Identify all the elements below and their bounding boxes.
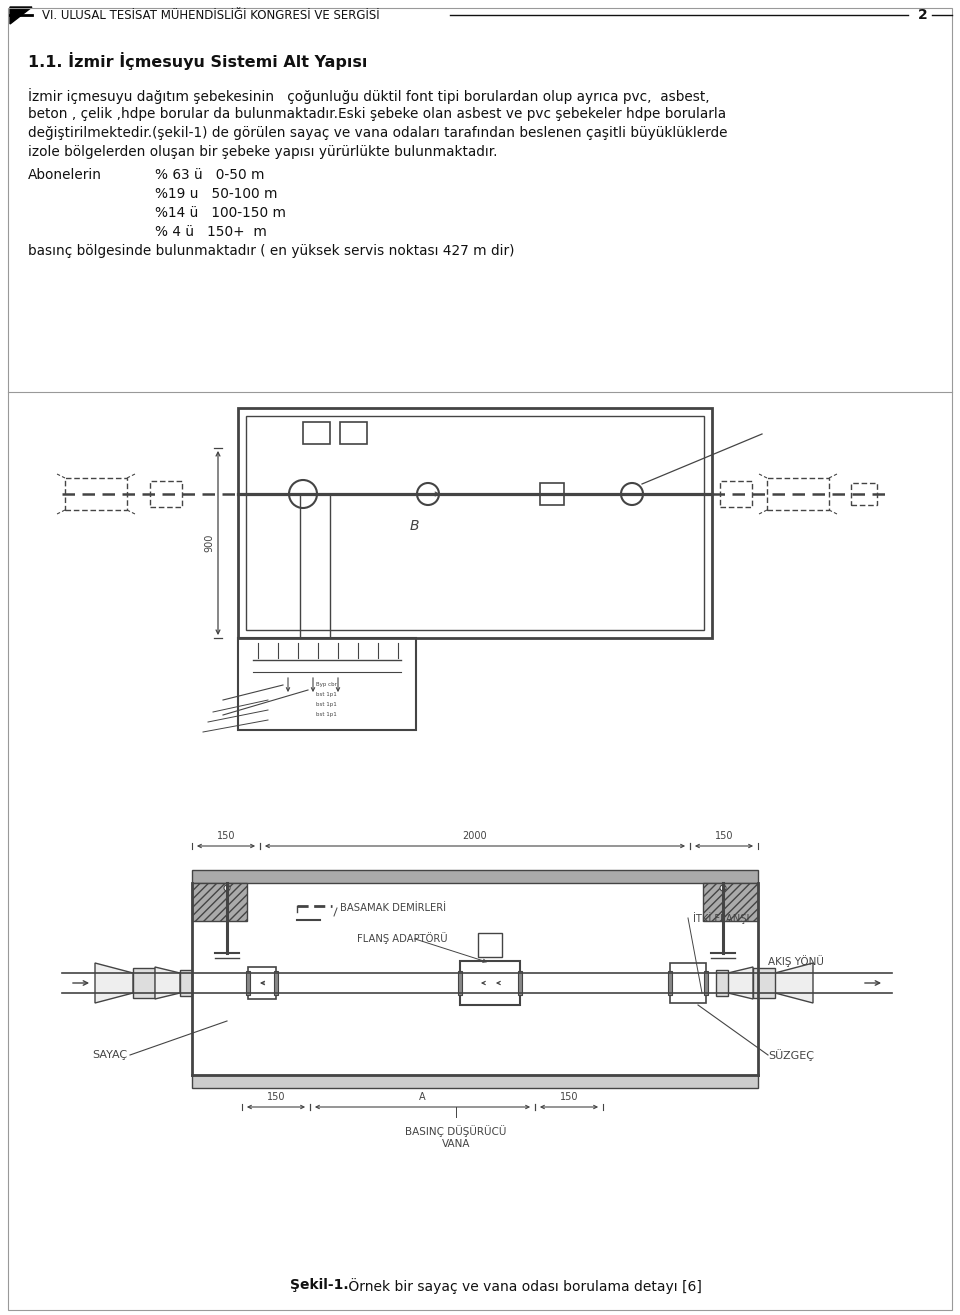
Bar [246,970,250,995]
Bar [518,970,522,995]
Text: SÜZGEÇ: SÜZGEÇ [768,1049,814,1061]
Text: % 4 ü   150+  m: % 4 ü 150+ m [155,225,267,239]
Circle shape [224,885,230,892]
Bar [150,481,182,508]
Text: 900: 900 [204,534,214,552]
Text: Byp cbr: Byp cbr [316,682,336,686]
Text: İzmir içmesuyu dağıtım şebekesinin   çoğunluğu düktil font tipi borulardan olup : İzmir içmesuyu dağıtım şebekesinin çoğun… [28,88,709,104]
Bar [851,483,877,505]
Bar [478,934,502,957]
Bar [460,961,520,1005]
Bar [704,970,708,995]
Polygon shape [155,967,180,999]
Text: 150: 150 [715,831,733,842]
Polygon shape [10,7,32,24]
Text: % 63 ü   0-50 m: % 63 ü 0-50 m [155,168,265,181]
Polygon shape [728,967,753,999]
Bar [303,422,330,444]
Polygon shape [95,963,133,1003]
Text: beton , çelik ,hdpe borular da bulunmaktadır.Eski şebeke olan asbest ve pvc şebe: beton , çelik ,hdpe borular da bulunmakt… [28,107,726,121]
Text: SAYAÇ: SAYAÇ [92,1049,127,1060]
Bar [274,970,278,995]
Text: AKIŞ YÖNÜ: AKIŞ YÖNÜ [768,955,824,967]
Bar [340,422,367,444]
Text: VI. ULUSAL TESİSAT MÜHENDİSLİĞİ KONGRESİ VE SERGİSİ: VI. ULUSAL TESİSAT MÜHENDİSLİĞİ KONGRESİ… [42,8,379,21]
Text: Şekil-1.: Şekil-1. [290,1278,348,1293]
Bar [248,967,276,999]
Bar [668,970,672,995]
Text: bst 1p1: bst 1p1 [316,711,336,717]
Text: Abonelerin: Abonelerin [28,168,102,181]
Text: değiştirilmektedir.(şekil-1) de görülen sayaç ve vana odaları tarafından beslene: değiştirilmektedir.(şekil-1) de görülen … [28,126,728,139]
Text: 150: 150 [560,1091,578,1102]
Bar [192,882,247,920]
Circle shape [720,885,726,892]
Bar [670,963,706,1003]
Bar [753,968,775,998]
Text: bst 1p1: bst 1p1 [316,702,336,707]
Text: 150: 150 [267,1091,285,1102]
Bar [716,970,728,995]
Text: BASINÇ DÜŞÜRÜCÜ: BASINÇ DÜŞÜRÜCÜ [405,1126,507,1137]
Bar [238,638,416,730]
Text: 150: 150 [217,831,235,842]
Bar [767,477,829,510]
Text: %14 ü   100-150 m: %14 ü 100-150 m [155,206,286,220]
Text: Örnek bir sayaç ve vana odası borulama detayı [6]: Örnek bir sayaç ve vana odası borulama d… [344,1278,702,1294]
Bar [192,1074,758,1088]
Bar [246,416,704,630]
Bar [192,871,758,882]
Bar [720,481,752,508]
Text: 2: 2 [918,8,927,22]
Polygon shape [775,963,813,1003]
Bar [458,970,462,995]
Text: 1.1. İzmir İçmesuyu Sistemi Alt Yapısı: 1.1. İzmir İçmesuyu Sistemi Alt Yapısı [28,53,368,70]
Bar [65,477,127,510]
Text: VANA: VANA [442,1139,470,1149]
Text: izole bölgelerden oluşan bir şebeke yapısı yürürlükte bulunmaktadır.: izole bölgelerden oluşan bir şebeke yapı… [28,145,497,159]
Text: BASAMAK DEMİRLERİ: BASAMAK DEMİRLERİ [340,903,446,913]
Text: İTKİ FLANŞI: İTKİ FLANŞI [693,913,750,924]
Text: A: A [419,1091,425,1102]
Text: 2000: 2000 [463,831,488,842]
Text: bst 1p1: bst 1p1 [316,692,336,697]
Text: %19 u   50-100 m: %19 u 50-100 m [155,187,277,201]
Bar [238,408,712,638]
Bar [703,882,758,920]
Text: basınç bölgesinde bulunmaktadır ( en yüksek servis noktası 427 m dir): basınç bölgesinde bulunmaktadır ( en yük… [28,245,515,258]
Text: FLANŞ ADAPTÖRÜ: FLANŞ ADAPTÖRÜ [357,932,447,944]
Bar [540,483,564,505]
Bar [133,968,155,998]
Text: B: B [410,519,420,533]
Bar [180,970,192,995]
